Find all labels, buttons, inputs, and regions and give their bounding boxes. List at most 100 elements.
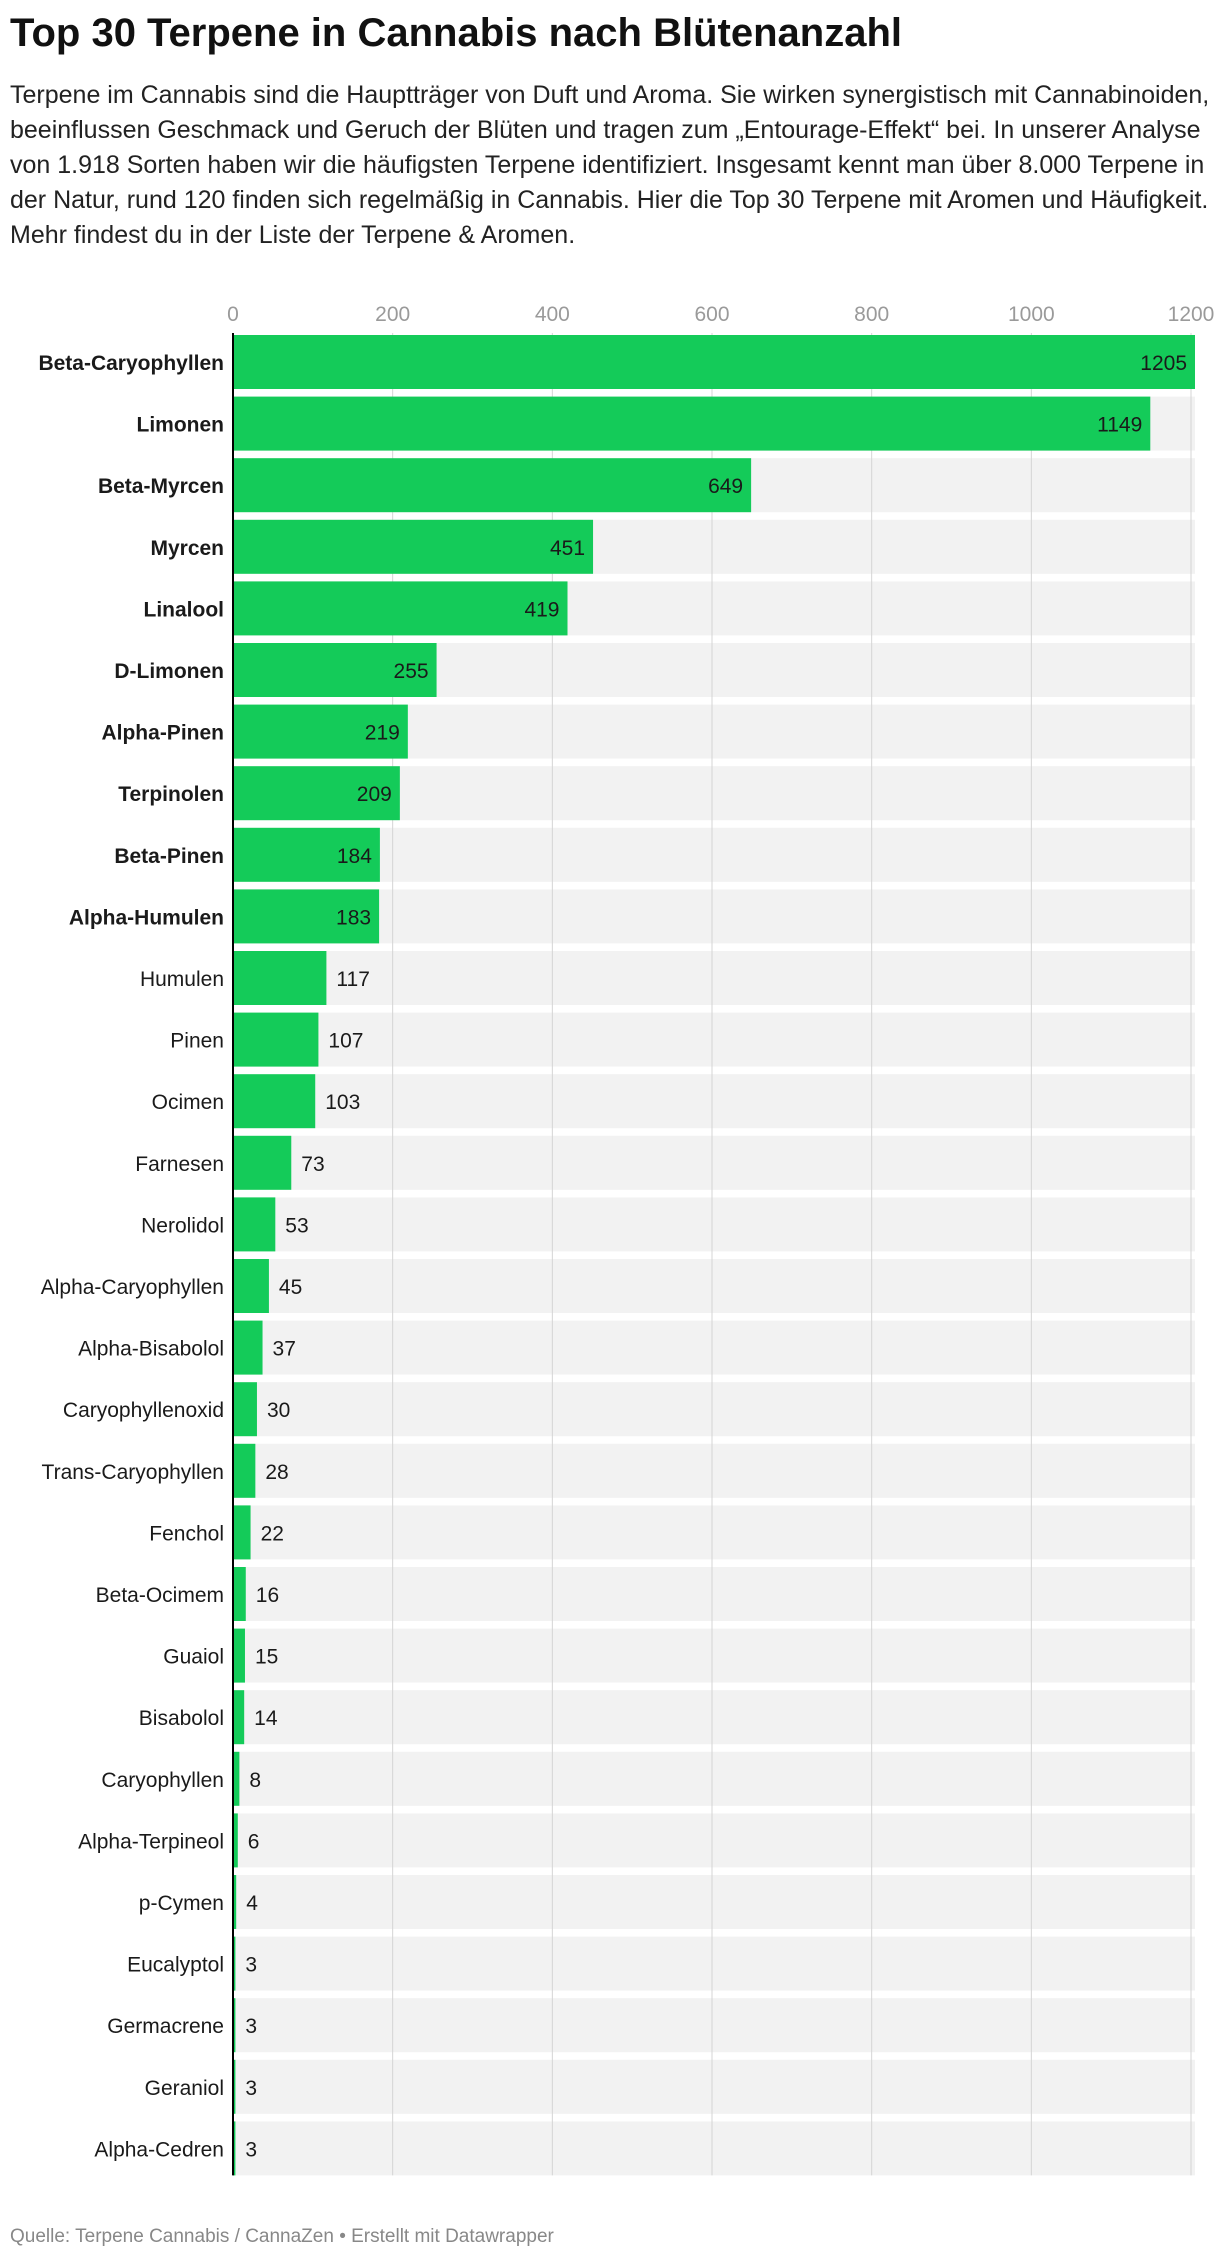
value-label: 1205 [1140,352,1187,375]
bar [233,704,408,759]
bar-chart: 0 200 400 600 800 1000 1200 Beta-Caryophyllen 12… [0,290,1220,2200]
bar [233,1012,319,1067]
value-label: 28 [265,1461,288,1484]
bar-track [233,1998,1195,2053]
value-label: 107 [328,1030,363,1053]
value-label: 3 [245,2138,257,2161]
category-label: Trans-Caryophyllen [42,1461,224,1484]
bar [233,1505,251,1560]
bar [233,766,400,821]
bar-track [233,1320,1195,1375]
category-label: Nerolidol [141,1214,224,1237]
bar-track [233,1012,1195,1067]
bar-track [233,1936,1195,1991]
value-label: 419 [524,598,559,621]
category-label: Myrcen [150,537,224,560]
value-label: 3 [245,2015,257,2038]
bar-track [233,2059,1195,2114]
category-label: Alpha-Terpineol [78,1830,224,1853]
bar [233,458,752,513]
bar [233,1998,236,2053]
value-label: 30 [267,1399,290,1422]
category-label: Beta-Caryophyllen [38,352,224,375]
value-label: 73 [301,1153,324,1176]
bar [233,643,437,697]
bar [233,335,1195,389]
bar [233,396,1151,451]
source-note: Quelle: Terpene Cannabis / CannaZen • Er… [10,2226,554,2247]
value-label: 183 [336,906,371,929]
bar-track [233,1628,1195,1683]
category-label: Geraniol [145,2077,224,2100]
value-label: 16 [256,1584,279,1607]
category-label: Pinen [170,1030,224,1053]
value-label: 255 [394,660,429,683]
bar [233,1690,245,1745]
category-label: Beta-Myrcen [98,475,224,498]
value-label: 184 [337,845,372,868]
category-label: Alpha-Humulen [69,906,224,929]
bar-track [233,1259,1195,1313]
x-tick-label: 400 [535,303,570,326]
bar-track [233,889,1195,944]
value-label: 3 [245,2077,257,2100]
x-tick-label: 0 [227,303,239,326]
bar [233,1628,245,1683]
bar-track [233,951,1195,1005]
bar [233,889,380,944]
bar-track [233,1443,1195,1498]
category-label: Farnesen [135,1153,224,1176]
bar [233,1567,246,1621]
bar-track [233,1505,1195,1560]
category-label: Humulen [140,968,224,991]
category-label: Ocimen [152,1091,224,1114]
value-label: 45 [279,1276,302,1299]
category-label: p-Cymen [139,1892,224,1915]
bar [233,1382,257,1437]
category-label: Alpha-Pinen [101,722,224,745]
category-label: Caryophyllenoxid [63,1399,224,1422]
x-tick-label: 800 [854,303,889,326]
category-label: Beta-Pinen [114,845,224,868]
bar-track [233,1135,1195,1190]
bar [233,1197,276,1252]
value-label: 219 [365,722,400,745]
value-label: 649 [708,475,743,498]
category-label: Terpinolen [118,783,224,806]
value-label: 22 [261,1522,284,1545]
category-label: D-Limonen [114,660,224,683]
x-tick-label: 200 [375,303,410,326]
value-label: 6 [248,1830,260,1853]
bar-track [233,1074,1195,1129]
chart-description: Terpene im Cannabis sind die Hauptträger… [10,81,1210,249]
value-label: 209 [357,783,392,806]
bar [233,519,594,574]
bar-track [233,1197,1195,1252]
value-label: 1149 [1097,414,1142,437]
bar [233,2121,236,2176]
category-label: Limonen [137,414,225,437]
bar [233,1135,292,1190]
bar [233,2059,236,2114]
bar [233,1875,237,1929]
bar [233,1813,238,1868]
x-tick-label: 1200 [1168,303,1215,326]
category-label: Caryophyllen [101,1769,224,1792]
category-label: Fenchol [149,1522,224,1545]
bar-track [233,2121,1195,2176]
bar [233,1936,236,1991]
category-label: Alpha-Cedren [94,2138,224,2161]
value-label: 451 [550,537,585,560]
value-label: 3 [245,1954,257,1977]
bar [233,1074,316,1129]
bar-track [233,1382,1195,1437]
category-label: Linalool [144,598,225,621]
bar-track [233,1751,1195,1806]
value-label: 37 [273,1338,296,1361]
bar [233,1259,269,1313]
bar [233,1443,256,1498]
value-label: 103 [325,1091,360,1114]
category-label: Germacrene [107,2015,224,2038]
category-label: Alpha-Bisabolol [78,1338,224,1361]
value-label: 8 [249,1769,261,1792]
